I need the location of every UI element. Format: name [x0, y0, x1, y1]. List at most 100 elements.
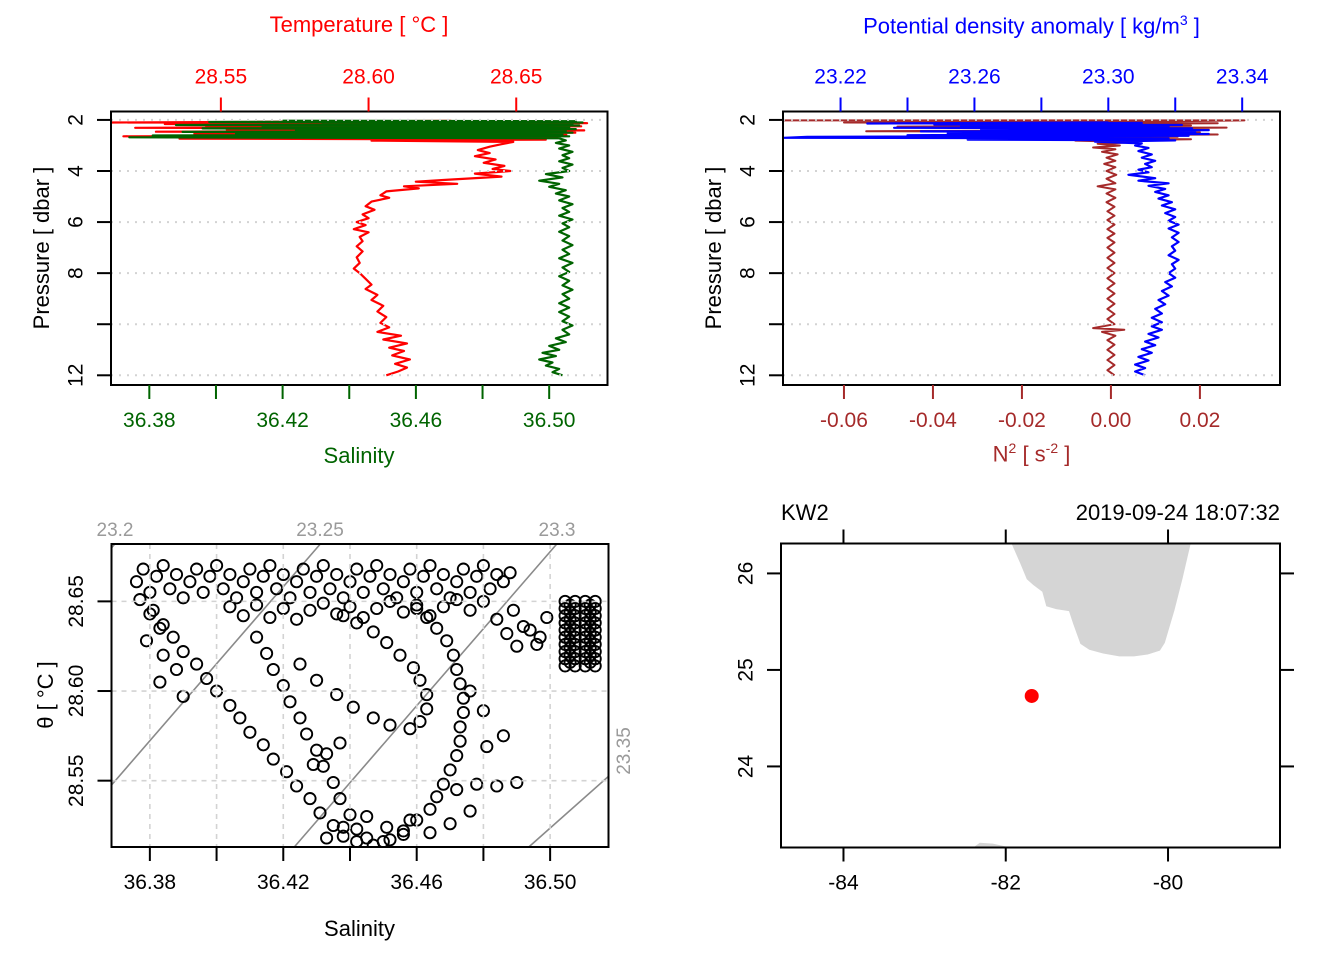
pressure-axis-title-right: Pressure [ dbar ] — [701, 166, 726, 330]
ts-point — [370, 558, 384, 573]
ts-point — [410, 598, 424, 612]
ts-point — [523, 623, 537, 637]
salinity-axis-title-top-panel: Salinity — [323, 443, 395, 468]
ts-point — [196, 585, 210, 599]
ts-point — [440, 634, 454, 648]
ts-point — [406, 661, 420, 675]
ts-point — [450, 575, 464, 589]
station-map-box — [780, 542, 1281, 849]
ts-point — [223, 698, 237, 712]
ts-point — [256, 738, 270, 752]
n2-title-n: N — [992, 441, 1009, 467]
ts-point — [383, 567, 397, 582]
ts-point — [316, 596, 330, 610]
ts-point — [256, 569, 270, 583]
n2-profile — [782, 119, 1246, 377]
ts-point — [423, 558, 437, 573]
ts-point — [230, 591, 244, 605]
ts-point — [320, 747, 334, 761]
ts-point — [223, 567, 237, 582]
pressure-axis-title-left: Pressure [ dbar ] — [29, 166, 54, 330]
ts-point — [320, 831, 334, 845]
tick-label: 23.26 — [948, 66, 1001, 89]
ts-point — [266, 662, 280, 677]
ts-point — [303, 585, 317, 599]
ts-point — [450, 593, 464, 607]
ts-point — [366, 711, 380, 725]
ts-point — [333, 792, 347, 806]
ts-point — [396, 575, 410, 589]
ts-point — [436, 600, 450, 614]
ts-point — [530, 637, 544, 651]
isopycnal-label: 23.2 — [97, 520, 134, 541]
ts-point — [156, 558, 170, 573]
ts-point — [243, 725, 257, 739]
ts-point — [380, 636, 394, 650]
theta-axis-title: θ [ °C ] — [33, 661, 58, 729]
ts-point — [166, 630, 180, 644]
ts-point — [336, 829, 350, 843]
ts-point — [290, 612, 304, 626]
ts-point — [203, 569, 217, 583]
n2-title-sup1: 2 — [1008, 440, 1017, 456]
isopycnal-label: 23.25 — [296, 520, 344, 541]
ts-point — [396, 827, 410, 841]
ts-point — [133, 593, 147, 607]
ts-point — [453, 734, 467, 748]
station-id-label: KW2 — [781, 500, 829, 525]
ts-point — [563, 655, 577, 669]
ts-point — [396, 605, 410, 619]
ts-point — [443, 817, 457, 831]
n2-title-sup2: -2 — [1045, 440, 1059, 456]
station-datetime-label: 2019-09-24 18:07:32 — [1075, 500, 1280, 525]
n2-axis-title: N2 [ s-2 ] — [783, 440, 1280, 467]
ts-point — [270, 582, 284, 596]
ts-point — [510, 639, 524, 653]
ts-point — [310, 673, 324, 687]
ts-point — [383, 833, 397, 847]
isopycnal-label: 23.3 — [539, 520, 576, 541]
ts-point — [343, 808, 357, 822]
ts-point — [156, 618, 170, 632]
ts-point — [263, 610, 277, 625]
land-florida — [1011, 542, 1191, 657]
tick-label: -0.04 — [909, 409, 957, 432]
ts-point — [423, 826, 437, 840]
ts-point — [330, 688, 344, 702]
ts-point — [463, 603, 477, 617]
ts-point — [516, 619, 530, 634]
ts-point — [480, 740, 494, 754]
ts-point — [300, 727, 314, 741]
ts-point — [583, 627, 597, 641]
ts-point — [250, 585, 264, 599]
tick-label: -82 — [991, 872, 1021, 895]
ts-point — [303, 603, 317, 617]
ts-point — [190, 657, 204, 671]
tick-label: 4 — [65, 165, 88, 177]
tick-label: 36.46 — [390, 409, 443, 432]
ts-point — [490, 567, 504, 582]
ts-point — [390, 591, 404, 605]
ts-point — [280, 765, 294, 779]
tick-label: 36.42 — [257, 871, 310, 894]
ts-point — [420, 610, 434, 625]
tick-label: 8 — [737, 267, 760, 279]
ts-point — [336, 591, 350, 605]
ts-point — [250, 630, 264, 644]
ts-point — [323, 582, 337, 596]
ts-point — [500, 627, 514, 641]
ts-point — [356, 585, 370, 599]
ts-point — [456, 691, 470, 705]
temperature-axis-title: Temperature [ °C ] — [269, 12, 449, 37]
ts-point — [283, 591, 297, 605]
tick-label: 28.60 — [65, 665, 88, 718]
ts-point — [420, 688, 434, 702]
isopycnal-line — [293, 543, 558, 848]
ts-point — [583, 648, 597, 662]
ts-point — [306, 757, 320, 772]
ts-point — [413, 714, 427, 729]
ts-point — [326, 775, 340, 790]
tick-label: 24 — [735, 754, 758, 778]
ts-point — [563, 612, 577, 626]
